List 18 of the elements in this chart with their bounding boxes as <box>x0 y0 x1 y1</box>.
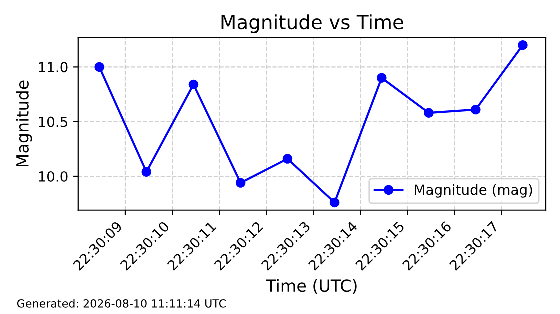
point <box>471 104 481 115</box>
y-tick-label: 10.5 <box>39 116 68 128</box>
y-axis-title: Magnitude <box>16 80 32 167</box>
point <box>188 80 199 90</box>
text: Generated: 2026-08-10 11:11:14 UTC <box>17 299 226 308</box>
point <box>377 73 387 83</box>
point <box>424 108 434 118</box>
y-tick-label: 11.0 <box>39 62 68 73</box>
point <box>330 198 340 208</box>
legend-label: Magnitude (mag) <box>415 184 532 198</box>
y-tick-label: 10.0 <box>39 171 68 182</box>
point <box>236 178 246 188</box>
chart-title: Magnitude vs Time <box>222 14 404 34</box>
point <box>282 154 293 164</box>
x-axis-title: Time (UTC) <box>266 279 357 294</box>
point <box>94 62 104 72</box>
point <box>142 167 152 177</box>
point <box>518 40 528 50</box>
